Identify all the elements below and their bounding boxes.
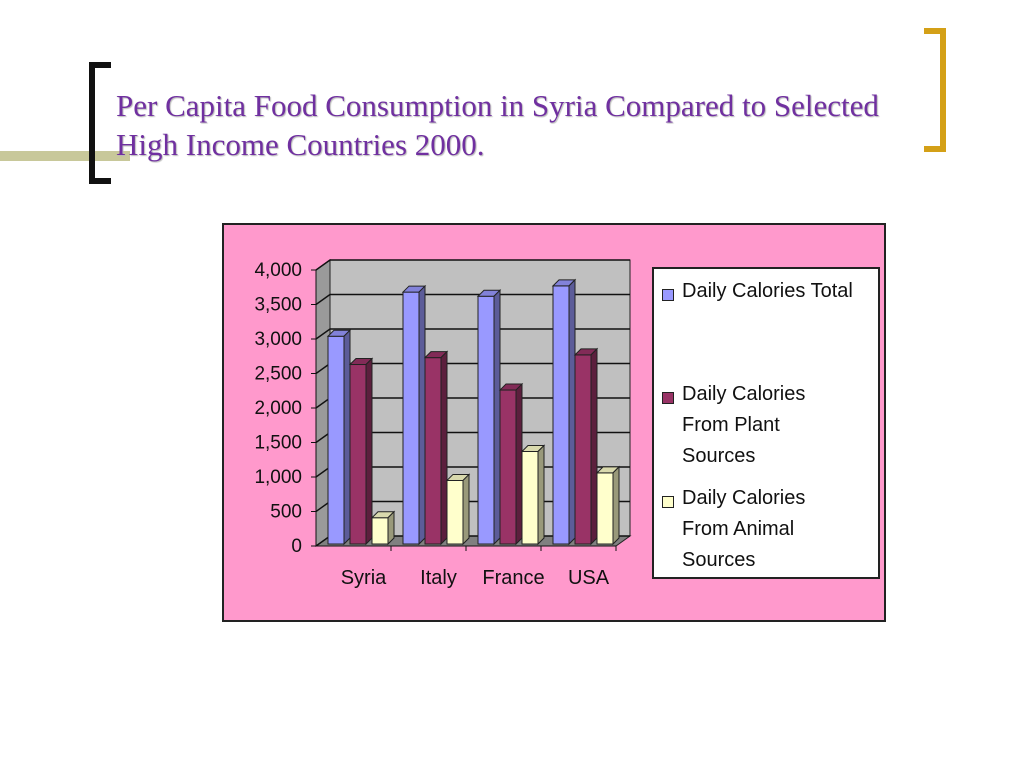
bar-chart: 0 500 1,000 1,500 2,000 2,500 3,000 3,500 4,000 S…: [254, 259, 632, 589]
bar-side: [568, 278, 576, 546]
bar: [499, 389, 517, 545]
legend-item: Daily Calories From Animal Sources: [662, 487, 842, 576]
y-tick-label: 2,000: [254, 398, 302, 419]
bar-side: [493, 289, 501, 546]
bar: [446, 479, 464, 545]
left-bracket-decoration: [89, 62, 111, 184]
legend-item: Daily Calories Total: [662, 280, 878, 307]
legend-swatch: [662, 392, 674, 404]
gridline: [315, 293, 630, 306]
y-tick-label: 2,500: [254, 364, 302, 385]
bar-side: [462, 473, 470, 546]
y-tick-label: 3,500: [254, 295, 302, 316]
bar-side: [365, 357, 373, 546]
x-tick-label: France: [482, 567, 544, 589]
chart-frame: 0 500 1,000 1,500 2,000 2,500 3,000 3,500 4,000 S…: [222, 223, 886, 622]
legend-item: Daily Calories From Plant Sources: [662, 383, 842, 472]
slide-title: Per Capita Food Consumption in Syria Com…: [116, 88, 879, 162]
decorative-line: [0, 151, 130, 161]
bar-side: [418, 284, 426, 546]
x-tick-label: Italy: [420, 567, 457, 589]
legend-swatch: [662, 496, 674, 508]
bar-side: [537, 444, 545, 546]
legend-label: Daily Calories From Animal Sources: [682, 487, 806, 571]
bar-side: [343, 329, 351, 546]
gridline: [315, 259, 630, 271]
y-tick-label: 0: [291, 536, 302, 557]
chart-legend: Daily Calories Total Daily Calories From…: [652, 267, 880, 579]
bar: [424, 357, 442, 545]
x-tick-label: Syria: [341, 567, 387, 589]
gridline: [315, 328, 630, 340]
bar-side: [387, 510, 395, 546]
bar: [596, 472, 614, 545]
y-tick-label: 3,000: [254, 329, 302, 350]
bar: [349, 364, 367, 545]
bar: [402, 291, 420, 545]
legend-label: Daily Calories From Plant Sources: [682, 383, 806, 467]
bar: [521, 450, 539, 545]
legend-swatch: [662, 289, 674, 301]
y-tick-label: 1,000: [254, 467, 302, 488]
bar-side: [440, 350, 448, 546]
bar: [371, 517, 389, 545]
bar: [574, 354, 592, 545]
bar-side: [612, 465, 620, 546]
bar: [552, 285, 570, 545]
bar: [327, 335, 345, 545]
y-tick-label: 4,000: [254, 260, 302, 281]
bar-side: [590, 347, 598, 546]
x-tick-label: USA: [568, 567, 610, 589]
y-tick-label: 500: [270, 502, 302, 523]
legend-label: Daily Calories Total: [682, 280, 853, 302]
y-tick-label: 1,500: [254, 433, 302, 454]
right-bracket-decoration: [924, 28, 946, 152]
bar-side: [515, 382, 523, 546]
bar: [477, 295, 495, 545]
